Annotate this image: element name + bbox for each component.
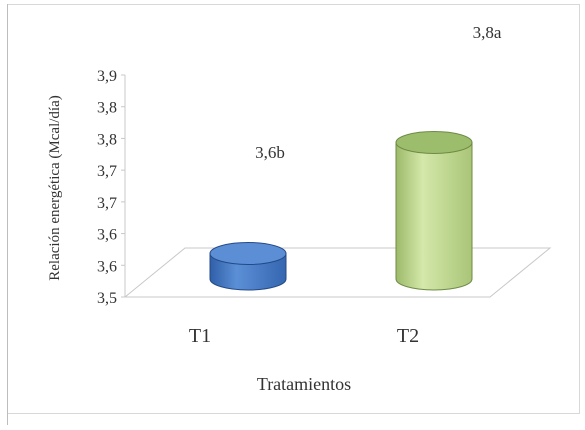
bar-cap: [395, 131, 473, 154]
y-tick-label: 3,9: [97, 68, 117, 85]
bar-cap: [209, 242, 287, 265]
chart-floor: [123, 247, 552, 298]
y-tick-label: 3,5: [97, 290, 117, 307]
bar-t1: [209, 242, 287, 291]
y-axis-title: Relación energética (Mcal/día): [47, 95, 63, 280]
y-tick-label: 3,8: [97, 100, 117, 117]
y-tick-label: 3,8: [97, 131, 117, 148]
labels: 3,6b 3,8a T1 T2 Tratamientos Relación energét…: [47, 23, 502, 394]
y-tick-label: 3,6: [97, 258, 117, 275]
x-axis-title: Tratamientos: [257, 374, 351, 394]
bar-body: [395, 142, 473, 291]
y-axis: 3,5 3,6 3,6 3,7 3,7 3,8 3,8 3,9: [97, 68, 126, 307]
bar-t2: [395, 131, 473, 291]
y-tick-label: 3,7: [97, 195, 117, 212]
chart-floor-plane: [123, 247, 552, 298]
bars: [209, 131, 473, 291]
y-tick-label: 3,6: [97, 227, 117, 244]
chart-frame: [7, 4, 580, 414]
y-tick-label: 3,7: [97, 163, 117, 180]
data-label: 3,8a: [473, 23, 502, 42]
x-tick-label: T2: [397, 325, 419, 347]
x-tick-label: T1: [189, 325, 211, 347]
data-label: 3,6b: [255, 143, 285, 162]
page-margin-rule: [7, 4, 8, 425]
